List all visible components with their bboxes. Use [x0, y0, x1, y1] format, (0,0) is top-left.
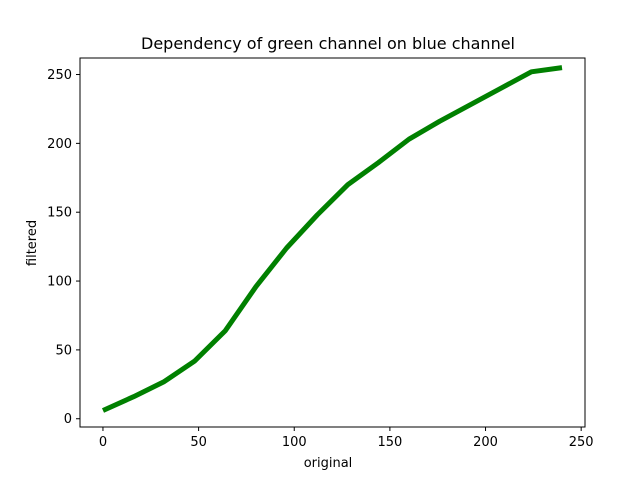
- x-tick-label: 250: [569, 435, 594, 450]
- chart-title: Dependency of green channel on blue chan…: [141, 34, 515, 53]
- x-tick-label: 50: [190, 435, 207, 450]
- series-line: [101, 65, 563, 413]
- x-tick-label: 100: [282, 435, 307, 450]
- y-tick-label: 50: [55, 343, 72, 358]
- y-tick-label: 150: [47, 206, 72, 221]
- x-axis: 0 50 100 150 200 250: [99, 427, 594, 450]
- y-axis: 0 50 100 150 200 250: [47, 68, 80, 427]
- axes-frame: [79, 57, 586, 428]
- x-tick-label: 0: [99, 435, 107, 450]
- y-axis-label: filtered: [25, 220, 40, 266]
- x-tick-label: 150: [377, 435, 402, 450]
- y-tick-label: 200: [47, 137, 72, 152]
- y-tick-label: 0: [64, 412, 72, 427]
- plot-area: [101, 65, 563, 413]
- y-tick-label: 100: [47, 275, 72, 290]
- x-axis-label: original: [304, 456, 353, 471]
- y-tick-label: 250: [47, 68, 72, 83]
- x-tick-label: 200: [473, 435, 498, 450]
